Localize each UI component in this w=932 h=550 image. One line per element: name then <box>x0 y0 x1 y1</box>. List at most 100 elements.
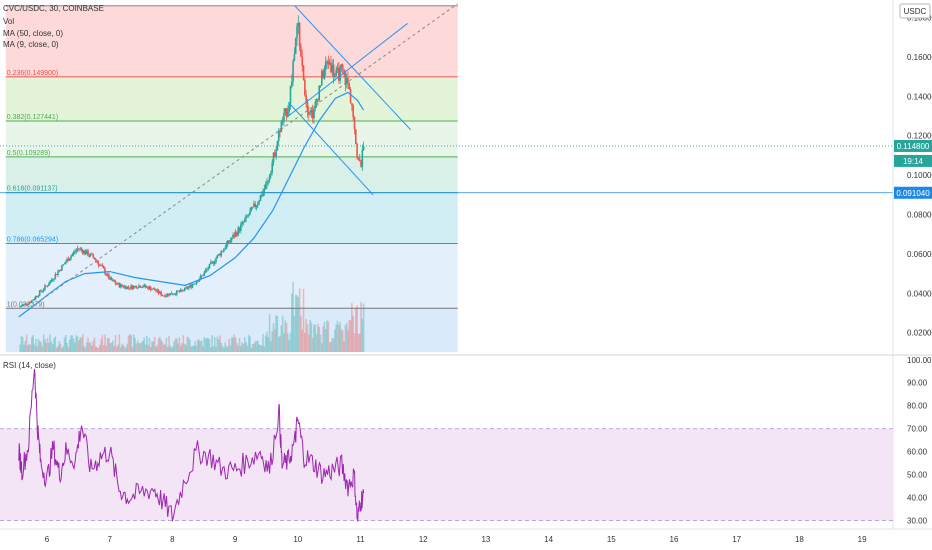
ma-9-legend[interactable]: MA (9, close, 0) <box>3 40 59 49</box>
volume-bar <box>114 335 117 352</box>
candle-body <box>208 263 211 269</box>
candle-body <box>304 80 306 96</box>
ma-50-legend[interactable]: MA (50, close, 0) <box>3 29 63 38</box>
volume-bar <box>139 343 142 352</box>
volume-bar <box>155 346 157 352</box>
volume-bar <box>100 339 102 352</box>
candle-body <box>266 181 268 185</box>
candle-body <box>166 293 169 296</box>
volume-bar <box>330 341 332 352</box>
volume-bar <box>302 288 305 352</box>
volume-bar <box>358 333 361 352</box>
candle-body <box>176 290 178 295</box>
candle-body <box>122 286 125 288</box>
candle-body <box>44 285 46 290</box>
candle-body <box>148 286 151 290</box>
candle-body <box>115 283 118 285</box>
candle-body <box>57 271 59 275</box>
candle-body <box>226 240 229 245</box>
volume-bar <box>74 342 76 352</box>
currency-badge[interactable]: USDC <box>899 3 931 19</box>
volume-bar <box>306 324 309 352</box>
candle-body <box>296 25 298 39</box>
volume-bar <box>225 345 228 352</box>
volume-bar <box>19 344 21 352</box>
candle-body <box>147 286 149 290</box>
volume-bar <box>219 335 221 352</box>
candle-body <box>131 285 134 289</box>
candle-body <box>338 67 340 81</box>
volume-bar <box>151 341 153 352</box>
trend-line <box>288 101 374 196</box>
volume-bar <box>326 320 328 352</box>
volume-bar <box>293 315 296 352</box>
candle-body <box>185 287 187 289</box>
time-tick-label: 8 <box>170 535 175 544</box>
candle-body <box>362 146 365 150</box>
candle-body <box>96 260 98 263</box>
fib-band <box>5 243 458 309</box>
trend-lines[interactable] <box>31 3 458 308</box>
volume-bar <box>95 346 97 352</box>
volume-bar <box>93 337 96 352</box>
candle-body <box>263 189 266 192</box>
fib-band <box>5 308 458 352</box>
time-tick-label: 11 <box>356 535 365 544</box>
candle-body <box>318 85 321 100</box>
candle-body <box>110 277 113 281</box>
volume-bar <box>187 337 190 352</box>
candle-body <box>136 287 139 289</box>
rsi-legend[interactable]: RSI (14, close) <box>3 361 56 370</box>
volume-bar <box>287 333 289 352</box>
rsi-axis[interactable]: 30.00 40.00 50.00 60.00 70.00 80.00 90.00 100.0… <box>907 356 932 526</box>
candle-body <box>174 293 177 295</box>
candle-body <box>331 64 334 73</box>
volume-bar <box>68 339 71 352</box>
symbol-title[interactable]: CVC/USDC, 30, COINBASE <box>3 4 104 13</box>
volume-bar <box>138 343 140 352</box>
fibonacci-retracement[interactable]: 0.236(0.149900) 0.382(0.127441) 0.5(0.1092… <box>5 5 458 352</box>
candle-body <box>277 130 280 142</box>
candle-body <box>345 78 348 85</box>
volume-bar <box>309 319 311 352</box>
rsi-line <box>18 368 365 522</box>
volume-bar <box>211 335 213 352</box>
candle-body <box>170 293 173 295</box>
volume-bar <box>232 337 234 352</box>
volume-bar <box>210 347 212 352</box>
candle-body <box>97 262 100 266</box>
candle-body <box>293 53 296 62</box>
candle-body <box>169 293 172 296</box>
candle-body <box>264 184 267 190</box>
candle-body <box>292 61 294 82</box>
volume-bar <box>255 341 258 352</box>
candle-body <box>339 66 341 81</box>
time-axis[interactable]: 6 7 8 9 10 11 12 13 14 15 16 17 18 19 <box>45 535 867 544</box>
volume-bar <box>217 339 220 352</box>
rsi-tick-label: 80.00 <box>907 402 928 411</box>
volume-bar <box>313 324 315 352</box>
candle-body <box>250 207 253 212</box>
candle-body <box>84 250 87 255</box>
volume-bar <box>92 340 95 352</box>
volume-bar <box>246 345 249 352</box>
candle-body <box>343 69 345 73</box>
candle-body <box>242 221 245 223</box>
vol-legend[interactable]: Vol <box>3 17 14 26</box>
candle-body <box>204 270 207 273</box>
candle-body <box>198 279 200 282</box>
candle-body <box>224 248 226 250</box>
volume-bar <box>21 337 24 352</box>
volume-bar <box>83 345 85 352</box>
candle-body <box>289 85 292 104</box>
candle-body <box>213 261 216 264</box>
price-axis[interactable]: 0.020000 0.040000 0.060000 0.080000 0.100000… <box>907 14 932 338</box>
volume-bar <box>96 347 98 352</box>
volume-bar <box>112 340 114 352</box>
candle-body <box>361 149 364 167</box>
volume-bar <box>153 336 156 352</box>
volume-bar <box>199 340 202 352</box>
rsi-tick-label: 100.00 <box>907 356 932 365</box>
candle-body <box>307 111 310 115</box>
